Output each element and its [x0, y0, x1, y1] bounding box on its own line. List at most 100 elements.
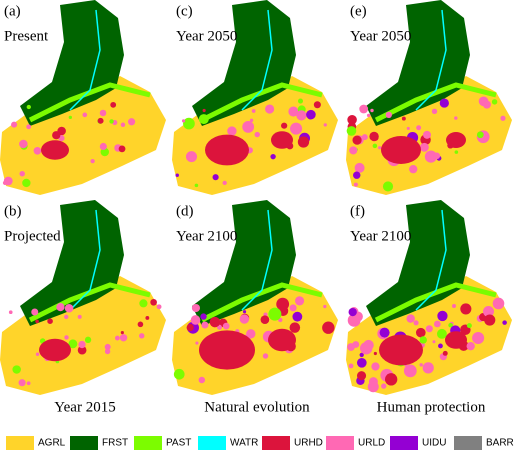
panel-letter: (a) [4, 3, 21, 19]
land-patch [276, 297, 290, 311]
urban-core [446, 132, 466, 148]
land-patch [145, 316, 150, 320]
land-patch [419, 142, 429, 152]
land-patch [482, 100, 491, 109]
panel-label: Present [4, 28, 49, 44]
land-patch [270, 153, 276, 160]
land-patch [500, 115, 506, 121]
land-patch [454, 150, 459, 154]
land-patch [413, 320, 419, 326]
land-patch [476, 131, 484, 139]
legend-swatch [326, 436, 354, 450]
land-patch [367, 381, 379, 393]
land-patch [120, 122, 126, 128]
land-patch [150, 298, 157, 306]
land-patch [191, 303, 201, 313]
land-patch [82, 112, 88, 118]
land-patch [3, 176, 13, 186]
land-patch [437, 310, 448, 322]
land-patch [416, 125, 422, 131]
land-patch [431, 108, 438, 115]
land-patch [373, 351, 377, 356]
land-patch [292, 311, 303, 322]
land-patch [209, 316, 221, 328]
land-patch [288, 106, 299, 117]
land-patch [491, 99, 498, 105]
land-patch [403, 364, 417, 378]
land-patch [110, 101, 117, 108]
land-patch [454, 116, 458, 120]
land-patch [239, 314, 250, 324]
land-patch [294, 296, 305, 306]
land-patch [281, 122, 288, 129]
land-patch [348, 363, 354, 369]
land-patch [359, 104, 369, 114]
land-patch [35, 352, 40, 356]
land-patch [114, 335, 120, 341]
land-patch [56, 302, 65, 312]
river [241, 9, 273, 111]
land-patch [200, 313, 207, 320]
panel-label: Year 2100 [176, 228, 237, 244]
panel-label: Year 2050 [176, 28, 237, 44]
legend-label: PAST [166, 438, 191, 449]
panel-letter: (c) [176, 3, 193, 19]
legend-swatch [6, 436, 34, 450]
land-patch [297, 98, 304, 104]
land-patch [8, 310, 13, 315]
land-patch [251, 109, 256, 113]
legend-label: WATR [230, 438, 258, 449]
land-patch [18, 379, 26, 387]
land-patch [482, 305, 495, 318]
column-caption: Natural evolution [204, 399, 310, 415]
land-patch [296, 110, 307, 121]
land-patch [195, 341, 199, 345]
legend-label: BARR [486, 438, 514, 449]
land-patch [242, 120, 255, 133]
land-patch [64, 314, 69, 320]
land-patch [353, 171, 361, 179]
land-patch [68, 115, 72, 120]
land-patch [99, 109, 107, 117]
land-patch [433, 152, 441, 160]
land-patch [26, 104, 31, 110]
land-patch [139, 299, 148, 308]
land-patch [356, 371, 367, 381]
pasture-strip [28, 82, 151, 123]
river [69, 209, 101, 311]
land-patch [352, 135, 362, 145]
land-patch [466, 341, 475, 351]
land-patch [183, 117, 195, 130]
land-patch [409, 164, 418, 174]
land-patch [222, 322, 230, 330]
land-patch [104, 343, 111, 350]
land-patch [369, 131, 379, 142]
land-patch [249, 118, 254, 123]
urban-core [268, 328, 296, 352]
panel-letter: (d) [176, 203, 194, 219]
pasture-strip [28, 282, 151, 323]
legend-label: FRST [102, 438, 128, 449]
river [69, 9, 101, 111]
land-patch [356, 357, 367, 368]
legend-label: AGRL [38, 438, 66, 449]
land-patch [378, 146, 382, 150]
land-patch [323, 123, 327, 127]
land-patch [354, 162, 365, 173]
land-patch [352, 341, 360, 348]
land-patch [484, 314, 496, 326]
urban-core [41, 140, 69, 160]
land-patch [313, 101, 321, 109]
land-patch [448, 322, 453, 328]
land-patch [11, 121, 18, 128]
land-patch [77, 314, 82, 319]
pasture-strip [374, 282, 497, 323]
land-patch [109, 119, 114, 124]
land-patch [371, 362, 380, 371]
land-patch [268, 307, 282, 321]
river [241, 209, 273, 311]
land-patch [52, 131, 61, 140]
urban-core [381, 136, 421, 164]
panel-letter: (b) [4, 203, 22, 219]
land-patch [84, 336, 92, 344]
